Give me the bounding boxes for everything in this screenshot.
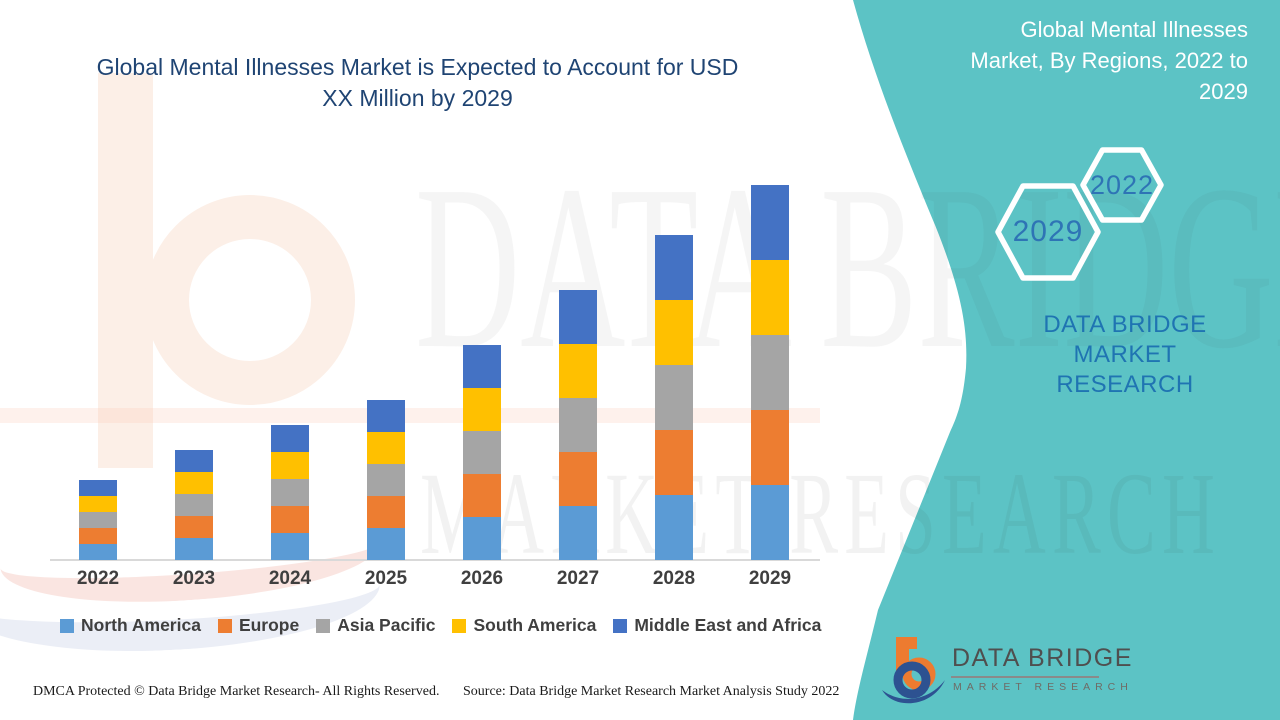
chart-title-line2: XX Million by 2029: [322, 85, 513, 111]
segment-asia-pacific-2022: [79, 512, 117, 528]
segment-middle-east-and-africa-2027: [559, 290, 597, 344]
hexagon-2029-outline: [995, 183, 1101, 281]
legend-swatch-middle-east-and-africa: [613, 618, 628, 633]
watermark-horizontal-band: [0, 408, 820, 423]
x-axis-label-2027: 2027: [556, 568, 600, 589]
segment-asia-pacific-2026: [463, 431, 501, 474]
segment-north-america-2029: [751, 485, 789, 560]
segment-europe-2027: [559, 452, 597, 506]
legend-label-europe: Europe: [238, 615, 300, 635]
segment-south-america-2023: [175, 472, 213, 494]
segment-europe-2023: [175, 516, 213, 538]
segment-south-america-2027: [559, 344, 597, 398]
legend-swatch-south-america: [452, 618, 467, 633]
bar-2025: [367, 400, 405, 560]
bar-2022: [79, 480, 117, 560]
hexagon-2022-label: 2022: [1089, 170, 1155, 200]
legend-item-south-america: South America: [452, 615, 596, 636]
segment-asia-pacific-2023: [175, 494, 213, 516]
legend-label-middle-east-and-africa: Middle East and Africa: [634, 615, 822, 635]
segment-middle-east-and-africa-2028: [655, 235, 693, 300]
source-note: Source: Data Bridge Market Research Mark…: [463, 684, 840, 699]
segment-north-america-2026: [463, 517, 501, 560]
side-panel-title: Global Mental Illnesses Market, By Regio…: [900, 14, 1248, 107]
segment-asia-pacific-2028: [655, 365, 693, 430]
logo-subtitle: MARKET RESEARCH: [953, 681, 1133, 693]
chart-legend: North America Europe Asia Pacific South Ame…: [60, 615, 821, 636]
x-axis-label-2022: 2022: [76, 568, 120, 589]
segment-asia-pacific-2024: [271, 479, 309, 506]
segment-asia-pacific-2029: [751, 335, 789, 410]
segment-middle-east-and-africa-2029: [751, 185, 789, 260]
legend-swatch-europe: [217, 618, 232, 633]
segment-north-america-2028: [655, 495, 693, 560]
legend-item-asia-pacific: Asia Pacific: [316, 615, 435, 636]
chart-title-line1: Global Mental Illnesses Market is Expect…: [96, 54, 739, 80]
segment-south-america-2025: [367, 432, 405, 464]
side-panel-title-line2: Market, By Regions, 2022 to: [970, 48, 1248, 73]
segment-south-america-2024: [271, 452, 309, 479]
legend-label-asia-pacific: Asia Pacific: [337, 615, 436, 635]
brand-wordmark-line2: RESEARCH: [1056, 371, 1194, 398]
legend-swatch-asia-pacific: [316, 618, 331, 633]
x-axis-label-2029: 2029: [748, 568, 792, 589]
brand-wordmark: DATA BRIDGE MARKET RESEARCH: [995, 310, 1255, 400]
segment-middle-east-and-africa-2026: [463, 345, 501, 388]
watermark-logo-stem: [98, 73, 153, 468]
segment-europe-2026: [463, 474, 501, 517]
segment-asia-pacific-2027: [559, 398, 597, 452]
x-axis-label-2023: 2023: [172, 568, 216, 589]
hexagon-badges: [995, 147, 1164, 281]
logo-divider: [951, 676, 1099, 678]
segment-middle-east-and-africa-2023: [175, 450, 213, 472]
x-axis-label-2025: 2025: [364, 568, 408, 589]
legend-item-europe: Europe: [217, 615, 300, 636]
hexagon-2029-label: 2029: [1012, 215, 1084, 248]
legend-label-north-america: North America: [81, 615, 201, 635]
segment-europe-2029: [751, 410, 789, 485]
segment-asia-pacific-2025: [367, 464, 405, 496]
bar-2027: [559, 290, 597, 560]
data-bridge-logo-icon: [882, 637, 945, 704]
bar-2029: [751, 185, 789, 560]
bar-2023: [175, 450, 213, 560]
bar-2028: [655, 235, 693, 560]
segment-south-america-2026: [463, 388, 501, 431]
legend-item-north-america: North America: [60, 615, 201, 636]
segment-middle-east-and-africa-2022: [79, 480, 117, 496]
segment-europe-2028: [655, 430, 693, 495]
x-axis-label-2028: 2028: [652, 568, 696, 589]
segment-middle-east-and-africa-2025: [367, 400, 405, 432]
x-axis-label-2024: 2024: [268, 568, 312, 589]
segment-north-america-2023: [175, 538, 213, 560]
dmca-notice: DMCA Protected © Data Bridge Market Rese…: [33, 684, 440, 699]
bar-2026: [463, 345, 501, 560]
side-panel-title-line3: 2029: [1199, 79, 1248, 104]
segment-europe-2022: [79, 528, 117, 544]
watermark-text-market-research: MARKET RESEARCH: [420, 448, 1221, 579]
bar-2024: [271, 425, 309, 560]
chart-title: Global Mental Illnesses Market is Expect…: [45, 52, 790, 114]
x-axis-label-2026: 2026: [460, 568, 504, 589]
legend-label-south-america: South America: [473, 615, 597, 635]
segment-south-america-2022: [79, 496, 117, 512]
side-panel-title-line1: Global Mental Illnesses: [1020, 17, 1248, 42]
brand-wordmark-line1: DATA BRIDGE MARKET: [1043, 311, 1207, 368]
segment-north-america-2024: [271, 533, 309, 560]
hexagon-2022-outline: [1080, 147, 1164, 223]
legend-item-middle-east-and-africa: Middle East and Africa: [613, 615, 821, 636]
segment-north-america-2022: [79, 544, 117, 560]
segment-europe-2024: [271, 506, 309, 533]
segment-europe-2025: [367, 496, 405, 528]
legend-swatch-north-america: [60, 618, 74, 633]
segment-middle-east-and-africa-2024: [271, 425, 309, 452]
segment-north-america-2025: [367, 528, 405, 560]
x-axis-line: [50, 559, 820, 561]
logo-name: DATA BRIDGE: [952, 644, 1133, 672]
segment-south-america-2028: [655, 300, 693, 365]
segment-north-america-2027: [559, 506, 597, 560]
segment-south-america-2029: [751, 260, 789, 335]
